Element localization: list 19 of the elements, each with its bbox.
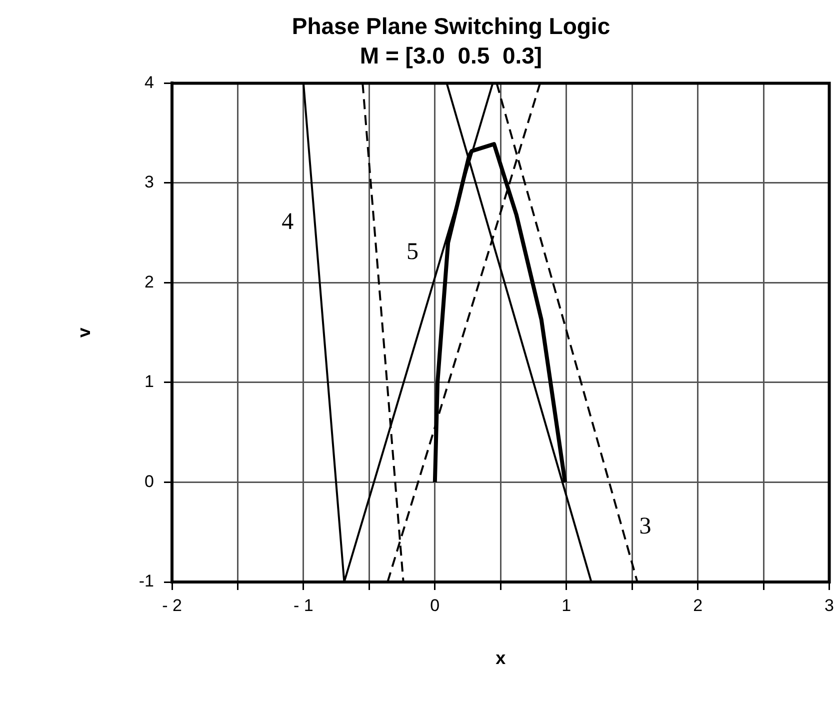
y-tick-label: 3 <box>144 172 154 192</box>
x-tick-label: - 2 <box>162 596 182 615</box>
y-axis-title: v <box>74 328 94 338</box>
y-tick-label: 2 <box>144 272 154 292</box>
x-axis-title: x <box>496 648 506 668</box>
chart-title: Phase Plane Switching Logic <box>292 13 610 40</box>
annotation: 4 <box>282 209 294 236</box>
y-tick-label: 1 <box>144 372 154 392</box>
annotation: 5 <box>406 239 419 266</box>
x-tick-label: 1 <box>562 596 572 615</box>
x-tick-label: 2 <box>693 596 703 615</box>
chart-subtitle: M = [3.0 0.5 0.3] <box>360 42 542 69</box>
y-tick-label: 0 <box>144 472 154 491</box>
y-tick-label: 4 <box>144 72 154 92</box>
x-tick-label: - 1 <box>294 596 314 615</box>
y-tick-label: -1 <box>138 572 154 591</box>
x-tick-label: 0 <box>430 596 440 615</box>
annotation: 3 <box>639 513 652 540</box>
x-tick-label: 3 <box>824 596 834 615</box>
